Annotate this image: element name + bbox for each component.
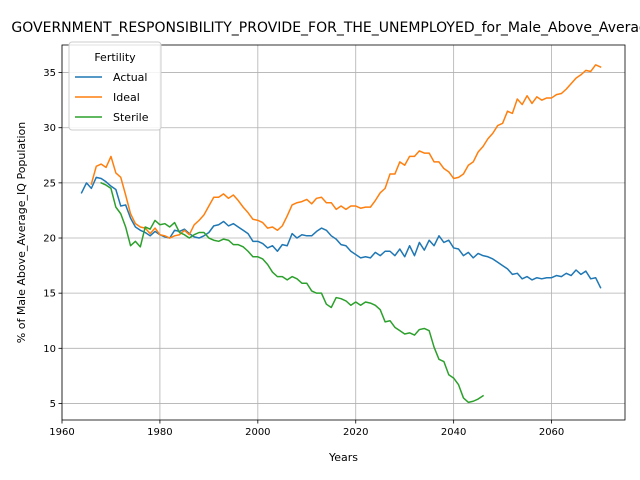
- x-tick-label: 2060: [539, 427, 564, 438]
- x-axis-ticks: 1960 1980 2000 2020 2040 2060: [49, 420, 564, 438]
- y-tick-label: 10: [43, 344, 56, 355]
- x-tick-label: 1960: [49, 427, 74, 438]
- y-tick-label: 15: [43, 289, 56, 300]
- legend-box: [68, 41, 162, 131]
- series-line-actual: [80, 176, 602, 289]
- chart-title: GOVERNMENT_RESPONSIBILITY_PROVIDE_FOR_TH…: [11, 20, 640, 36]
- y-axis-label: % of Male Above_Average_IQ Population: [15, 122, 28, 344]
- y-tick-label: 25: [43, 178, 56, 189]
- y-tick-label: 30: [43, 123, 56, 134]
- legend-label-ideal: Ideal: [113, 91, 140, 104]
- y-tick-label: 20: [43, 234, 56, 245]
- legend-label-sterile: Sterile: [113, 111, 149, 124]
- series-line-sterile: [100, 181, 485, 404]
- plot-area-frame: [61, 44, 626, 421]
- x-tick-label: 2020: [343, 427, 368, 438]
- y-axis-ticks: 5 10 15 20 25 30 35: [43, 68, 62, 410]
- series-lines: [80, 64, 602, 404]
- x-axis-label: Years: [328, 451, 358, 464]
- series-line-ideal: [90, 64, 602, 239]
- legend: Fertility Actual Ideal Sterile: [68, 41, 162, 131]
- legend-title: Fertility: [94, 51, 136, 64]
- x-tick-label: 2000: [245, 427, 270, 438]
- y-tick-label: 5: [50, 399, 56, 410]
- x-tick-label: 2040: [441, 427, 466, 438]
- x-tick-label: 1980: [147, 427, 172, 438]
- y-tick-label: 35: [43, 68, 56, 79]
- legend-label-actual: Actual: [113, 71, 147, 84]
